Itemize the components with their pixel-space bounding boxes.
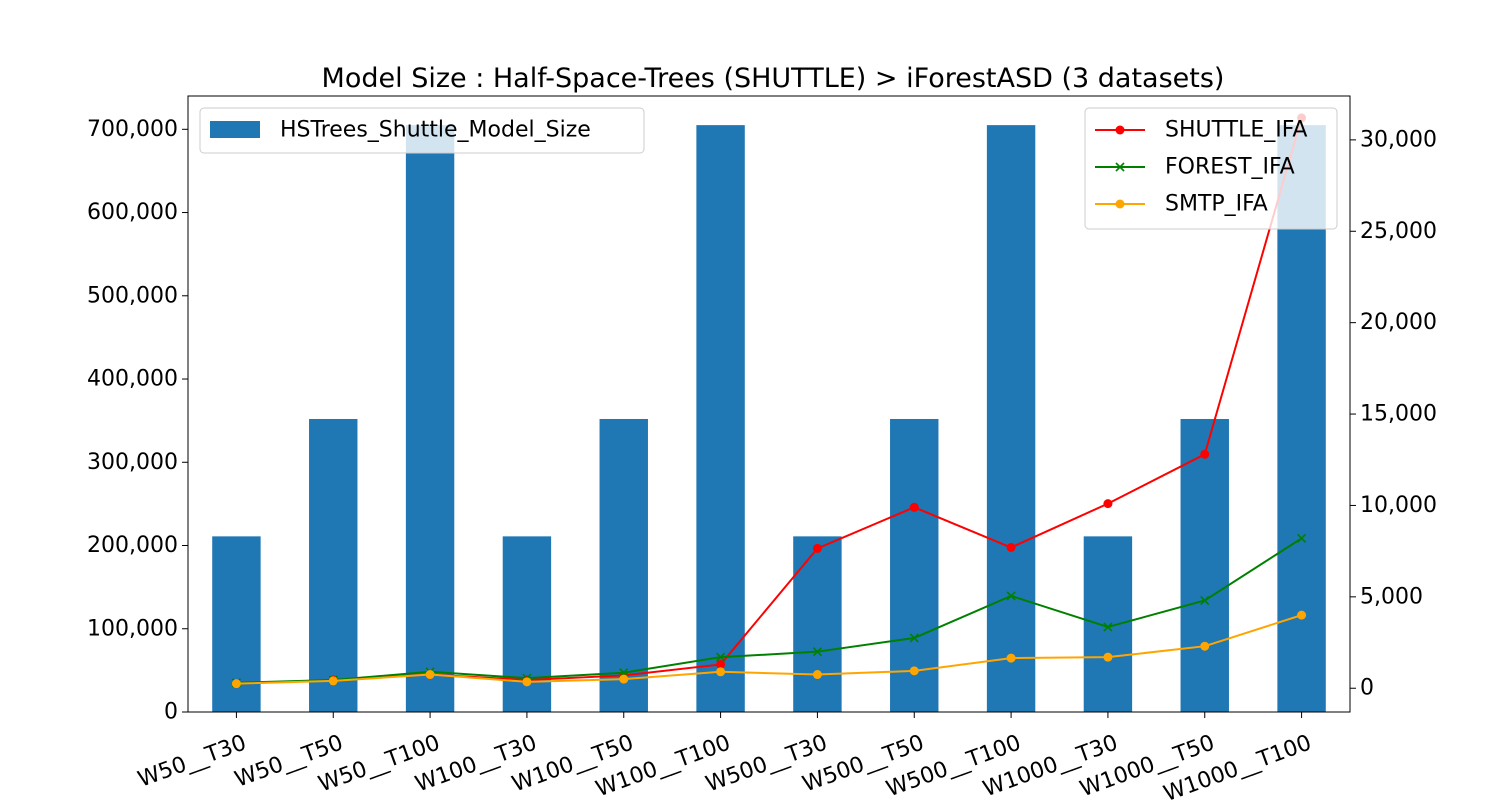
point-SMTP_IFA-W50__T100 (425, 670, 435, 680)
bars-layer (212, 125, 1326, 712)
y-right-tick-label: 5,000 (1360, 584, 1423, 609)
legend-left: HSTrees_Shuttle_Model_Size (199, 107, 645, 154)
point-SMTP_IFA-W1000__T30 (1103, 652, 1113, 662)
legend-marker-FOREST_IFA (1115, 162, 1125, 172)
y-axis-right: 0 5,000 10,000 15,000 20,000 25,000 30,000 (1350, 127, 1437, 701)
point-SHUTTLE_IFA-W500__T50 (909, 502, 919, 512)
y-right-tick-label: 10,000 (1360, 493, 1437, 518)
bar-W500__T50 (890, 418, 939, 712)
point-SMTP_IFA-W100__T30 (522, 677, 532, 687)
bar-W50__T100 (405, 125, 455, 712)
point-SMTP_IFA-W500__T50 (909, 666, 919, 676)
point-SHUTTLE_IFA-W100__T100 (716, 659, 726, 669)
point-SMTP_IFA-W100__T50 (619, 674, 629, 684)
legend-marker-SMTP_IFA (1115, 199, 1125, 209)
bar-W1000__T30 (1083, 536, 1133, 712)
line-SMTP_IFA (236, 614, 1302, 685)
point-SHUTTLE_IFA-W500__T100 (1006, 542, 1016, 552)
legend-label-FOREST_IFA: FOREST_IFA (1165, 155, 1295, 180)
point-FOREST_IFA-W100__T50 (619, 668, 629, 678)
point-SMTP_IFA-W50__T30 (231, 679, 241, 689)
point-FOREST_IFA-W1000__T100 (1297, 533, 1307, 543)
point-SHUTTLE_IFA-W500__T30 (812, 543, 822, 553)
bar-W1000__T50 (1180, 418, 1229, 712)
point-SMTP_IFA-W50__T50 (328, 676, 338, 686)
lines-layer (231, 113, 1307, 689)
series-FOREST_IFA (231, 533, 1307, 688)
point-SHUTTLE_IFA-W1000__T30 (1103, 499, 1113, 509)
bar-W500__T30 (793, 536, 842, 712)
bar-W50__T50 (309, 418, 358, 712)
chart-title: Model Size : Half-Space-Trees (SHUTTLE) … (322, 63, 1225, 94)
point-FOREST_IFA-W500__T30 (812, 647, 822, 657)
legend-label-SMTP_IFA: SMTP_IFA (1165, 192, 1268, 217)
point-SMTP_IFA-W100__T100 (716, 667, 726, 677)
legend-label-HSTrees_Shuttle_Model_Size: HSTrees_Shuttle_Model_Size (280, 118, 591, 143)
y-left-tick-label: 400,000 (87, 367, 178, 392)
point-SHUTTLE_IFA-W1000__T50 (1200, 449, 1210, 459)
y-left-tick-label: 200,000 (87, 533, 178, 558)
bar-W500__T100 (986, 125, 1036, 712)
plot-frame (187, 95, 1351, 713)
point-SMTP_IFA-W1000__T50 (1200, 641, 1210, 651)
x-tick-label: W50__T30 (135, 730, 250, 792)
point-FOREST_IFA-W500__T50 (909, 633, 919, 643)
point-FOREST_IFA-W100__T100 (716, 652, 726, 662)
point-FOREST_IFA-W1000__T50 (1200, 595, 1210, 606)
y-right-tick-label: 25,000 (1360, 219, 1437, 244)
point-SMTP_IFA-W500__T100 (1006, 653, 1016, 663)
y-left-tick-label: 500,000 (87, 283, 178, 308)
y-axis-left: 0 100,000 200,000 300,000 400,000 500,000 600,… (87, 117, 188, 725)
y-left-tick-label: 0 (164, 700, 178, 725)
series-SMTP_IFA (231, 610, 1307, 689)
y-left-tick-label: 300,000 (87, 450, 178, 475)
point-SMTP_IFA-W1000__T100 (1297, 610, 1307, 620)
legend-right: SHUTTLE_IFA FOREST_IFA SMTP_IFA (1084, 107, 1338, 230)
x-axis: W50__T30W50__T50W50__T100W100__T30W100__… (135, 712, 1315, 800)
y-left-tick-label: 700,000 (87, 117, 178, 142)
y-left-tick-label: 100,000 (87, 616, 178, 641)
y-right-tick-label: 30,000 (1360, 127, 1437, 152)
y-right-tick-label: 0 (1360, 676, 1374, 701)
bar-W100__T100 (696, 125, 745, 712)
y-right-tick-label: 15,000 (1360, 402, 1437, 427)
line-FOREST_IFA (236, 537, 1303, 684)
legend-swatch-HSTrees_Shuttle_Model_Size (210, 121, 260, 138)
point-SMTP_IFA-W500__T30 (812, 670, 822, 680)
legend-left-box (199, 107, 645, 154)
point-FOREST_IFA-W1000__T30 (1103, 622, 1113, 632)
legend-label-SHUTTLE_IFA: SHUTTLE_IFA (1165, 118, 1307, 143)
y-right-tick-label: 20,000 (1360, 310, 1437, 335)
y-left-tick-label: 600,000 (87, 200, 178, 225)
legend-right-box (1084, 107, 1338, 230)
legend-marker-SHUTTLE_IFA (1115, 125, 1125, 135)
point-FOREST_IFA-W500__T100 (1006, 591, 1016, 601)
bar-W100__T50 (599, 418, 648, 712)
